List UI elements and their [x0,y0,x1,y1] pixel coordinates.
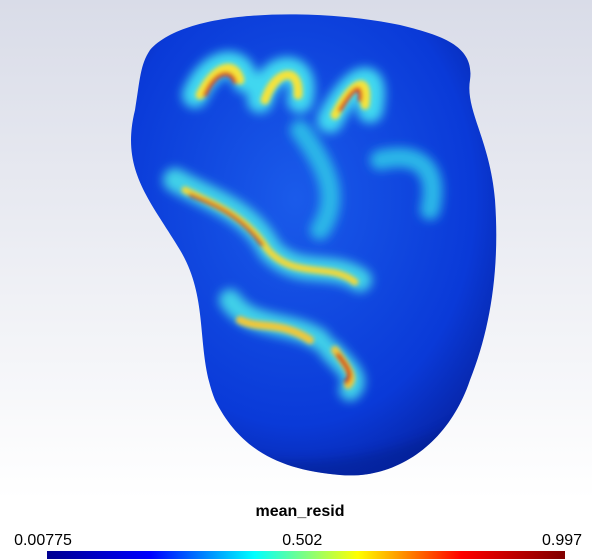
colorbar-tick-label: 0.997 [542,532,582,549]
colorbar-tick-label: 0.502 [282,532,322,549]
colorbar-tick-label: 0.00775 [14,532,72,549]
mesh [131,14,497,476]
colorbar-ticks: 0.00775 0.502 0.997 [14,532,582,549]
colorbar-title: mean_resid [256,503,345,520]
legend-area [0,495,592,559]
colorbar [47,551,565,559]
